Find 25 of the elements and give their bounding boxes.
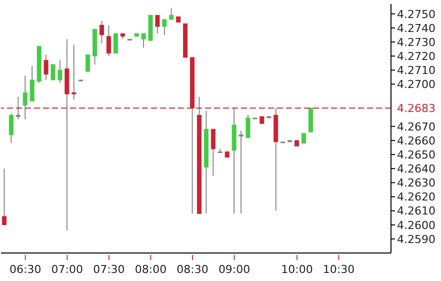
y-tick-label: 4.2590 — [397, 232, 436, 246]
ref-line-label: 4.2683 — [397, 102, 436, 116]
y-tick-label: 4.2660 — [397, 134, 436, 148]
y-tick-label: 4.2640 — [397, 162, 436, 176]
x-tick-label: 08:00 — [134, 263, 167, 276]
y-tick-label: 4.2720 — [397, 50, 436, 63]
y-tick-label: 4.2610 — [397, 204, 436, 218]
y-tick-label: 4.2750 — [397, 8, 436, 21]
x-tick-label: 10:00 — [281, 263, 313, 276]
y-tick-label: 4.2600 — [397, 218, 436, 232]
y-tick-label: 4.2740 — [397, 22, 436, 35]
y-tick-label: 4.2620 — [397, 190, 436, 204]
y-tick-label: 4.2630 — [397, 176, 436, 190]
x-tick-label: 06:30 — [10, 263, 42, 276]
y-tick-label: 4.2670 — [397, 120, 436, 134]
y-tick-label: 4.2650 — [397, 148, 436, 162]
x-tick-label: 07:30 — [93, 263, 125, 276]
y-tick-label: 4.2730 — [397, 36, 436, 49]
y-tick-label: 4.2710 — [397, 64, 436, 78]
x-tick-label: 10:30 — [322, 263, 355, 276]
y-tick-label: 4.2700 — [397, 78, 436, 92]
candlestick — [218, 148, 222, 153]
x-tick-label: 07:00 — [51, 263, 84, 276]
x-tick-label: 08:30 — [176, 263, 208, 276]
x-tick-label: 09:00 — [218, 263, 250, 276]
